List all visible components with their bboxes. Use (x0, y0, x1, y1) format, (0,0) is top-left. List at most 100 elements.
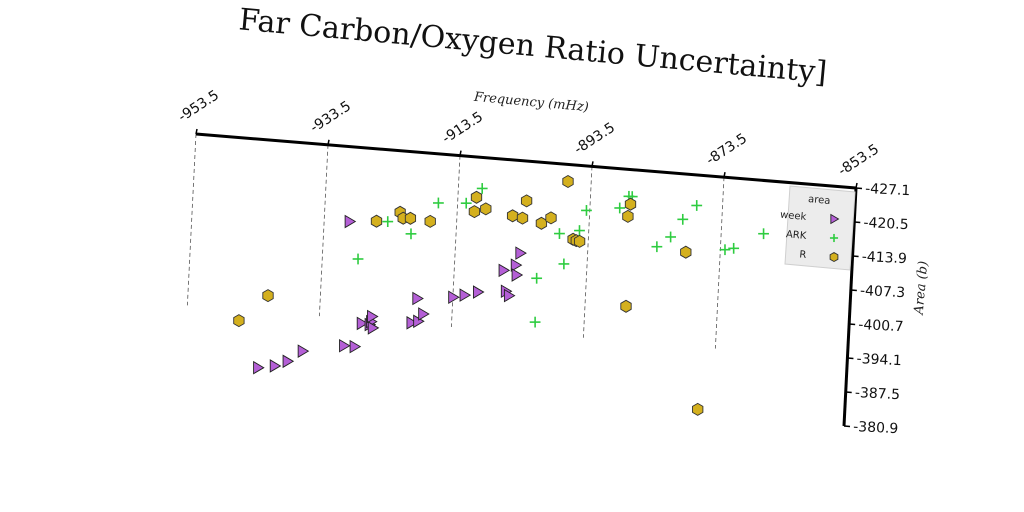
x-tick-mark (591, 161, 594, 167)
grid-line (714, 177, 725, 349)
y-tick-label: -394.1 (856, 351, 902, 369)
ARK-point (581, 205, 592, 216)
ARK-point (614, 202, 626, 214)
R-point (506, 209, 519, 223)
x-tick-mark (327, 139, 330, 145)
R-point (370, 214, 383, 228)
x-tick-label: -893.5 (571, 120, 618, 158)
week-point (339, 338, 351, 353)
x-tick-mark (459, 150, 462, 156)
y-tick-label: -400.7 (858, 317, 904, 335)
y-tick-label: -420.5 (863, 215, 909, 233)
week-point (498, 263, 511, 278)
x-tick-mark (855, 182, 858, 189)
R-point (680, 245, 692, 259)
axes (195, 132, 858, 427)
R-point (520, 194, 533, 208)
data-points (233, 174, 809, 416)
ARK-point (719, 244, 731, 256)
y-axis-line (842, 187, 858, 427)
R-point (624, 197, 637, 211)
y-tick-label: -407.3 (860, 283, 906, 301)
ARK-point (728, 242, 740, 254)
legend-title: area (808, 194, 831, 207)
y-tick-mark (847, 357, 854, 360)
week-point (367, 321, 380, 335)
week-point (412, 291, 424, 306)
y-tick-label: -387.5 (855, 385, 901, 403)
R-point (620, 299, 632, 313)
y-axis-label: Area (b) (912, 260, 932, 316)
x-axis-line (195, 132, 857, 190)
grid-lines (186, 133, 725, 349)
x-tick-label: -933.5 (307, 98, 354, 136)
y-tick-mark (849, 323, 856, 326)
R-point (404, 211, 417, 225)
legend-label: week (780, 210, 807, 223)
legend-box (784, 185, 856, 271)
ARK-point (758, 228, 769, 240)
x-axis-label: Frequency (mHz) (472, 90, 589, 115)
R-point (535, 216, 548, 230)
week-point (448, 290, 460, 305)
x-tick-label: -953.5 (175, 87, 222, 125)
ARK-point (691, 200, 703, 211)
ARK-point (677, 213, 689, 225)
week-point (830, 213, 840, 225)
week-point (406, 316, 419, 330)
week-point (282, 354, 295, 369)
week-point (510, 258, 523, 272)
week-point (459, 288, 472, 302)
ARK-point (460, 197, 472, 209)
week-point (472, 285, 485, 299)
grid-line (582, 166, 593, 338)
week-point (269, 359, 282, 373)
y-axis-ticks: -380.9 -387.5 -394.1 -400.7 -407.3 -413.9 -420… (843, 181, 911, 437)
week-point (503, 288, 516, 303)
y-tick-label: -380.9 (853, 419, 899, 437)
x-tick-label: -913.5 (439, 109, 486, 147)
R-point (262, 289, 274, 303)
y-tick-label: -413.9 (861, 249, 907, 267)
R-point (233, 314, 245, 328)
ARK-point (829, 233, 839, 243)
y-tick-mark (843, 425, 851, 428)
grid-line (318, 144, 329, 317)
ARK-series (352, 183, 809, 328)
ARK-point (531, 272, 543, 284)
week-point (511, 268, 524, 282)
x-tick-mark (723, 172, 726, 178)
week-point (367, 309, 379, 324)
legend-label: R (799, 249, 807, 261)
y-tick-mark (855, 187, 863, 190)
R-series (233, 174, 704, 416)
week-point (349, 339, 362, 354)
legend-label: ARK (785, 229, 807, 242)
ARK-point (476, 183, 488, 194)
ARK-point (382, 216, 394, 227)
R-point (516, 211, 529, 225)
R-point (562, 174, 574, 189)
y-tick-mark (852, 255, 859, 258)
ARK-point (558, 258, 570, 270)
R-point (622, 209, 634, 223)
legend-items: week ARK R (780, 210, 840, 263)
y-tick-mark (850, 289, 857, 292)
ARK-point (529, 316, 541, 328)
ARK-point (574, 225, 585, 236)
week-series (253, 214, 527, 375)
R-point (468, 205, 481, 219)
ARK-point (651, 241, 663, 253)
chart-title: Far Carbon/Oxygen Ratio Uncertainty] (237, 2, 828, 90)
R-point (545, 211, 557, 225)
x-tick-label: -853.5 (835, 141, 882, 179)
ARK-point (665, 231, 677, 243)
R-point (829, 251, 839, 263)
scatter-chart: Far Carbon/Oxygen Ratio Uncertainty] Fre… (175, 2, 931, 437)
week-point (253, 360, 265, 375)
week-point (297, 344, 310, 358)
y-tick-label: -427.1 (865, 181, 911, 199)
week-point (344, 214, 357, 229)
week-point (356, 316, 369, 331)
